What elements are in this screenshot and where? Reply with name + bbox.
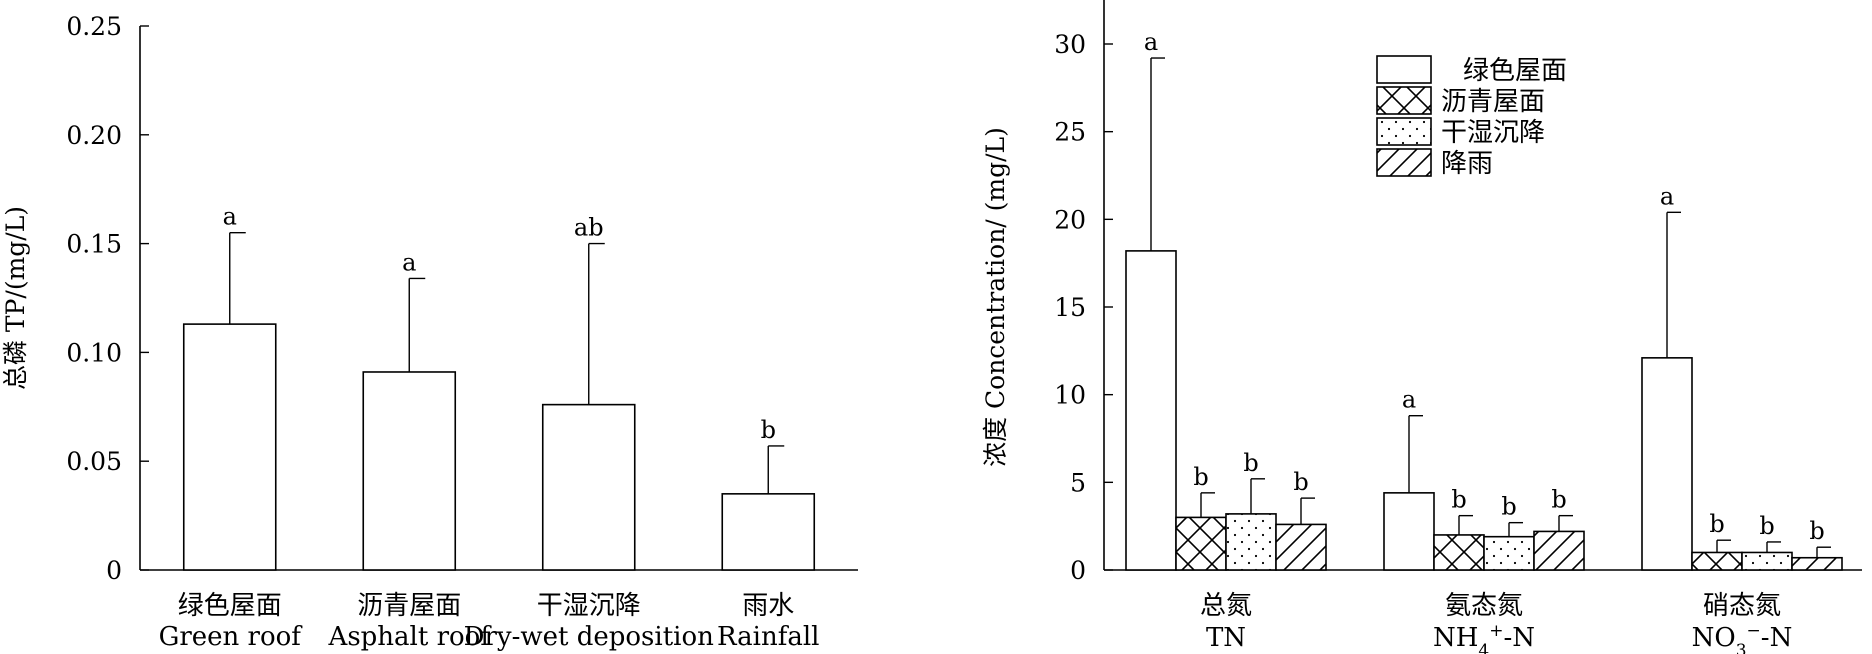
category-label-en: Dry-wet deposition [464,622,715,652]
bar [1691,551,1743,571]
y-tick-label: 0 [1070,556,1086,585]
y-tick-label: 10 [1054,381,1086,410]
bar [721,493,816,571]
category-label-zh: 雨水 [742,591,794,621]
bar [1483,535,1535,571]
category-label-en: Asphalt roof [328,622,493,652]
category-label-en: Green roof [159,622,304,652]
y-tick-label: 0.20 [66,121,122,150]
y-tick-label: 25 [1054,118,1086,147]
significance-label: a [1402,386,1416,414]
y-tick-label: 30 [1054,30,1086,59]
legend-swatch [1376,86,1432,115]
y-tick-label: 15 [1054,293,1086,322]
bar [1383,492,1435,571]
y-axis-title: 浓度 Concentration/ (mg/L) [981,127,1010,467]
bar [1125,250,1177,571]
group-label-en: TN [1206,623,1246,653]
group-label-en: NH4+-N [1433,621,1535,654]
significance-label: b [1243,449,1258,477]
legend-swatch [1376,117,1432,146]
legend-label: 沥青屋面 [1441,87,1545,117]
bar [1275,523,1327,571]
significance-label: b [761,416,776,444]
y-tick-label: 0 [106,556,122,585]
legend-label: 绿色屋面 [1463,56,1567,86]
bar [1433,534,1485,571]
legend-swatch [1376,55,1432,84]
significance-label: a [223,203,237,231]
group-label-zh: 硝态氮 [1703,591,1781,621]
significance-label: a [1144,28,1158,56]
y-axis-title: 总磷 TP/(mg/L) [1,206,30,390]
y-tick-label: 20 [1054,205,1086,234]
significance-label: a [402,248,416,276]
y-tick-label: 0.10 [66,338,122,367]
category-label-zh: 绿色屋面 [178,591,282,621]
bar [541,403,636,571]
group-label-zh: 总氮 [1200,591,1252,621]
bar [1641,357,1693,571]
significance-label: a [1660,182,1674,210]
legend-label: 降雨 [1441,149,1493,179]
significance-label: b [1809,517,1824,545]
significance-label: b [1193,463,1208,491]
y-tick-label: 5 [1070,468,1086,497]
y-tick-label: 0.15 [66,230,122,259]
bar [1791,556,1843,571]
significance-label: b [1501,493,1516,521]
legend-swatch [1376,148,1432,177]
category-label-zh: 干湿沉降 [537,591,641,621]
nitrogen-bar-chart: 0 5 10 15 20 25 30 浓度 Concentration/ (mg/L) a b b b… [981,0,1862,654]
significance-label: b [1709,510,1724,538]
group-label-zh: 氨态氮 [1445,591,1523,621]
bar [362,371,457,571]
y-tick-label: 0.25 [66,12,122,41]
significance-label: b [1759,512,1774,540]
category-label-zh: 沥青屋面 [357,591,461,621]
bar [1533,530,1585,571]
significance-label: ab [574,214,604,242]
group-label-en: NO3−-N [1692,621,1793,654]
category-label-en: Rainfall [717,622,820,652]
significance-label: b [1451,486,1466,514]
significance-label: b [1293,468,1308,496]
y-tick-label: 0.05 [66,447,122,476]
bar [1175,516,1227,571]
significance-label: b [1551,486,1566,514]
bar [1741,551,1793,571]
legend-label: 干湿沉降 [1441,118,1545,148]
bar [1225,513,1277,571]
bar [182,323,277,571]
tp-bar-chart: 0 0.05 0.10 0.15 0.20 0.25 总磷 TP/(mg/L) a 绿色屋面Gr… [1,12,858,652]
